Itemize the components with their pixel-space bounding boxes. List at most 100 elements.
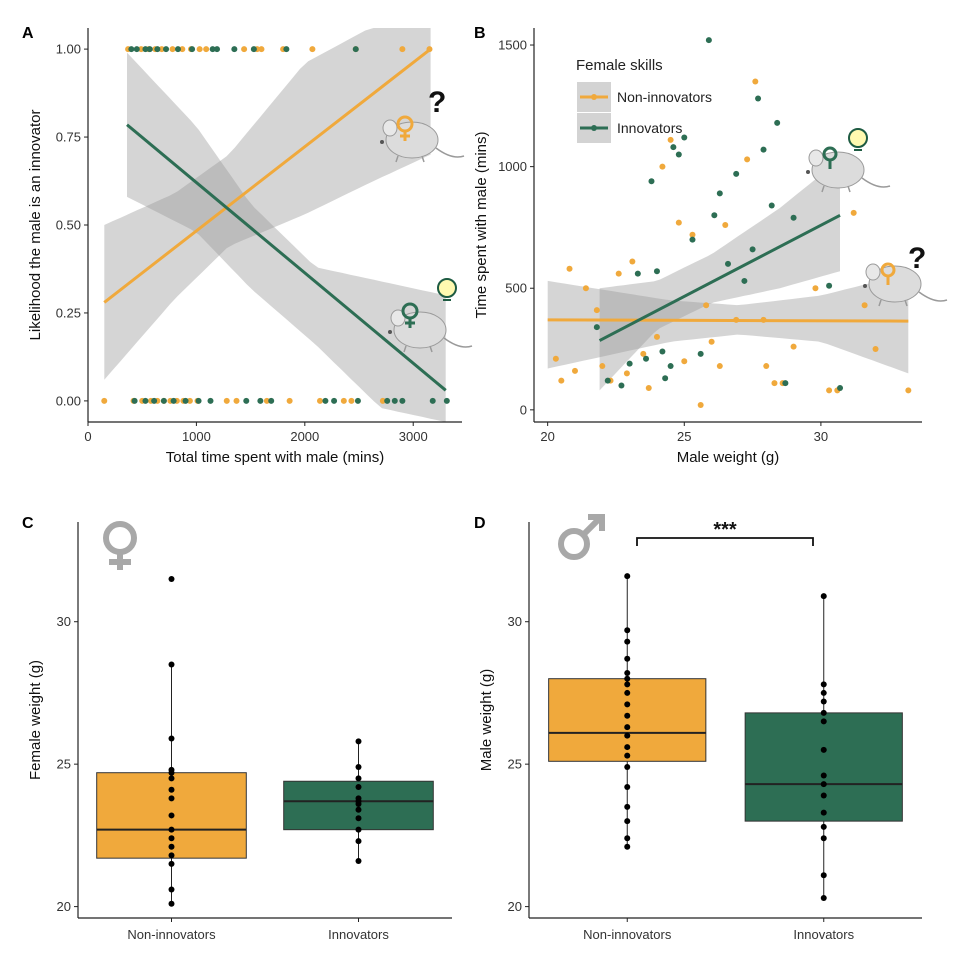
data-point [675,219,682,226]
data-point [820,772,827,779]
data-point [223,397,230,404]
data-point [653,333,660,340]
data-point [233,397,240,404]
data-point [624,655,631,662]
data-point [782,380,789,387]
data-point [257,397,264,404]
data-point [624,573,631,580]
confidence-band-non-innovators [547,273,909,374]
panel-c: C 20 25 30 Female weight (g) Non-innovators… [22,515,452,942]
data-point [354,397,361,404]
panel-c-axes: 20 25 30 Female weight (g) [27,522,452,919]
data-point [645,384,652,391]
data-point [624,744,631,751]
data-point [207,397,214,404]
panel-a: A 0.00 0.25 0.50 0.75 1.00 0 1000 2000 3000 Total… [22,25,473,466]
data-point [250,46,257,53]
data-point [168,766,175,773]
y-tick-label: 0.25 [56,305,81,320]
y-tick-label: 0.75 [56,130,81,145]
x-axis-title: Male weight (g) [677,449,780,466]
data-point [659,163,666,170]
legend-label-non-innovators: Non-innovators [617,89,712,105]
data-point [322,397,329,404]
x-tick-label: 20 [540,429,554,444]
x-tick-label: 2000 [290,429,319,444]
y-tick-label: 20 [57,899,71,914]
data-point [744,156,751,163]
significance-bracket: *** [636,519,814,546]
data-point [348,397,355,404]
data-point [355,783,362,790]
data-point [716,363,723,370]
y-axis-title: Time spent with male (mins) [473,132,490,319]
panel-b-axes: 0 500 1000 1500 20 25 30 Male weight (g) Time sp… [473,28,922,466]
data-point [790,343,797,350]
data-point [667,136,674,143]
data-point [599,363,606,370]
data-point [352,46,359,53]
data-point [209,46,216,53]
data-point [774,119,781,126]
data-point [189,46,196,53]
data-point [355,815,362,822]
data-point [820,823,827,830]
data-point [355,775,362,782]
data-point [820,689,827,696]
box-innovators [744,712,903,822]
data-point [168,795,175,802]
data-point [634,270,641,277]
y-tick-label: 500 [505,281,527,296]
data-point [101,397,108,404]
y-axis-title: Likelihood the male is an innovator [27,110,44,341]
data-point [643,355,650,362]
data-point [618,382,625,389]
data-point [615,270,622,277]
data-point [624,803,631,810]
data-point [624,627,631,634]
panel-a-points [101,46,450,404]
data-point [355,838,362,845]
data-point [749,246,756,253]
y-tick-label: 30 [508,614,522,629]
data-point [142,46,149,53]
data-point [675,151,682,158]
data-point [258,46,265,53]
panel-b-fit-lines [547,213,909,342]
x-category-label: Innovators [793,927,854,942]
fit-line-non-innovators [547,318,909,323]
data-point [142,397,149,404]
y-tick-label: 25 [57,757,71,772]
significance-line [636,537,814,546]
male-symbol-icon [558,514,605,560]
data-point [168,575,175,582]
x-tick-label: 3000 [399,429,428,444]
data-point [624,681,631,688]
significance-stars: *** [713,519,737,541]
legend-title: Female skills [576,57,663,74]
data-point [623,370,630,377]
data-point [196,46,203,53]
data-point [571,367,578,374]
data-point [820,709,827,716]
y-axis-title: Female weight (g) [27,660,44,780]
innovator-mouse-illustration-b [805,128,891,193]
panel-a-confidence-bands [104,28,446,422]
panel-b-confidence-bands [547,159,909,391]
data-point [760,146,767,153]
x-tick-label: 25 [677,429,691,444]
x-tick-label: 1000 [182,429,211,444]
data-point [711,212,718,219]
panel-d: D 20 25 30 Male weight (g) Non-innovators In… [474,514,922,942]
data-point [790,214,797,221]
data-point [703,302,710,309]
y-tick-label: 1500 [498,38,527,53]
data-point [355,764,362,771]
data-point [624,724,631,731]
data-point [812,285,819,292]
panel-b-label: B [474,25,486,42]
data-point [820,781,827,788]
data-point [268,397,275,404]
data-point [624,669,631,676]
data-point [733,170,740,177]
